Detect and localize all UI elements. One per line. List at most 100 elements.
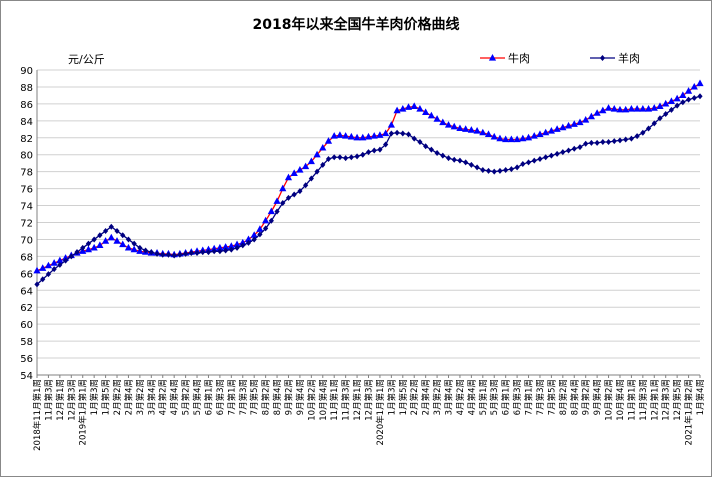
data-marker bbox=[627, 104, 636, 112]
data-marker bbox=[564, 121, 573, 129]
data-marker bbox=[376, 131, 384, 138]
data-marker bbox=[497, 167, 503, 174]
legend-marker bbox=[599, 55, 606, 61]
data-marker bbox=[587, 112, 596, 120]
data-marker bbox=[228, 246, 234, 253]
data-marker bbox=[628, 135, 635, 142]
data-marker bbox=[662, 99, 670, 107]
data-marker bbox=[171, 252, 177, 259]
x-tick-label: 10月第4周 bbox=[615, 379, 626, 421]
data-marker bbox=[399, 104, 407, 112]
y-tick-label: 90 bbox=[20, 66, 33, 77]
data-marker bbox=[616, 105, 624, 113]
chart-title: 2018年以来全国牛羊肉价格曲线 bbox=[253, 16, 460, 33]
data-marker bbox=[131, 240, 137, 247]
data-marker bbox=[211, 248, 217, 255]
y-tick-label: 70 bbox=[20, 235, 33, 246]
data-marker bbox=[622, 105, 630, 113]
data-marker bbox=[160, 251, 166, 258]
y-tick-label: 68 bbox=[20, 252, 33, 263]
x-tick-label: 6月第1周 bbox=[501, 379, 512, 415]
data-marker bbox=[40, 276, 46, 283]
x-tick-label: 8月第2周 bbox=[558, 379, 569, 415]
data-marker bbox=[456, 124, 464, 132]
x-tick-label: 1月第5周 bbox=[101, 379, 112, 415]
data-marker bbox=[205, 249, 212, 256]
x-tick-label: 3月第4周 bbox=[444, 379, 455, 415]
data-marker bbox=[308, 175, 314, 182]
data-marker bbox=[656, 102, 664, 110]
data-marker bbox=[673, 94, 681, 102]
data-marker bbox=[240, 242, 246, 249]
data-marker bbox=[383, 141, 389, 148]
x-tick-label: 2月第2周 bbox=[112, 379, 123, 415]
data-marker bbox=[570, 120, 578, 127]
data-marker bbox=[559, 123, 567, 131]
data-marker bbox=[634, 133, 640, 140]
data-marker bbox=[107, 233, 115, 241]
data-marker bbox=[604, 104, 613, 111]
data-marker bbox=[200, 249, 206, 256]
data-marker bbox=[56, 256, 64, 264]
x-tick-label: 3月第2周 bbox=[432, 379, 443, 415]
data-marker bbox=[400, 130, 406, 137]
data-marker bbox=[463, 159, 469, 166]
x-tick-label: 7月第1周 bbox=[226, 379, 237, 415]
data-marker bbox=[257, 231, 263, 238]
data-marker bbox=[114, 227, 120, 234]
y-tick-label: 58 bbox=[20, 337, 33, 348]
data-marker bbox=[227, 242, 235, 249]
data-marker bbox=[617, 137, 623, 144]
data-marker bbox=[290, 169, 298, 176]
data-marker bbox=[582, 115, 590, 123]
data-marker bbox=[284, 173, 293, 181]
data-marker bbox=[416, 104, 424, 112]
x-tick-label: 2020年1月第1周 bbox=[375, 379, 386, 445]
y-tick-label: 78 bbox=[20, 168, 33, 179]
x-tick-label: 9月第2周 bbox=[581, 379, 592, 415]
data-marker bbox=[337, 154, 343, 161]
data-marker bbox=[388, 130, 394, 137]
x-tick-label: 2021年1月第2周 bbox=[684, 379, 695, 445]
data-marker bbox=[44, 261, 53, 269]
data-marker bbox=[382, 129, 390, 137]
data-marker bbox=[639, 104, 647, 112]
data-marker bbox=[410, 102, 418, 110]
data-marker bbox=[674, 102, 680, 109]
x-tick-label: 12月第1周 bbox=[649, 379, 660, 421]
data-marker bbox=[657, 115, 663, 122]
data-marker bbox=[433, 115, 441, 122]
data-marker bbox=[605, 139, 612, 146]
data-marker bbox=[588, 139, 595, 146]
data-marker bbox=[508, 166, 514, 173]
x-tick-label: 2018年11月第1周 bbox=[32, 379, 43, 451]
x-tick-label: 7月第1周 bbox=[524, 379, 535, 415]
data-marker bbox=[210, 244, 218, 252]
x-tick-label: 2019年1月第1周 bbox=[78, 379, 89, 445]
x-tick-label: 2月第4周 bbox=[123, 379, 134, 415]
x-tick-label: 12月第1周 bbox=[352, 379, 363, 421]
x-tick-label: 3月第4周 bbox=[146, 379, 157, 415]
data-marker bbox=[348, 154, 354, 161]
data-marker bbox=[125, 236, 132, 243]
data-marker bbox=[496, 134, 504, 142]
x-tick-label: 8月第2周 bbox=[261, 379, 272, 415]
data-marker bbox=[457, 157, 463, 164]
data-marker bbox=[513, 135, 521, 143]
y-unit-label: 元/公斤 bbox=[68, 53, 105, 66]
data-marker bbox=[503, 166, 509, 173]
data-marker bbox=[307, 157, 315, 165]
data-marker bbox=[422, 108, 430, 115]
data-marker bbox=[234, 244, 240, 251]
data-marker bbox=[691, 94, 697, 101]
x-tick-label: 11月第1周 bbox=[329, 379, 340, 421]
data-marker bbox=[91, 236, 97, 243]
x-tick-label: 4月第4周 bbox=[466, 379, 477, 415]
x-tick-label: 1月第5周 bbox=[398, 379, 409, 415]
data-marker bbox=[296, 165, 304, 173]
data-marker bbox=[524, 133, 533, 141]
data-marker bbox=[690, 82, 698, 90]
data-marker bbox=[223, 247, 229, 254]
x-tick-label: 11月第3周 bbox=[638, 379, 649, 421]
data-marker bbox=[480, 166, 486, 173]
